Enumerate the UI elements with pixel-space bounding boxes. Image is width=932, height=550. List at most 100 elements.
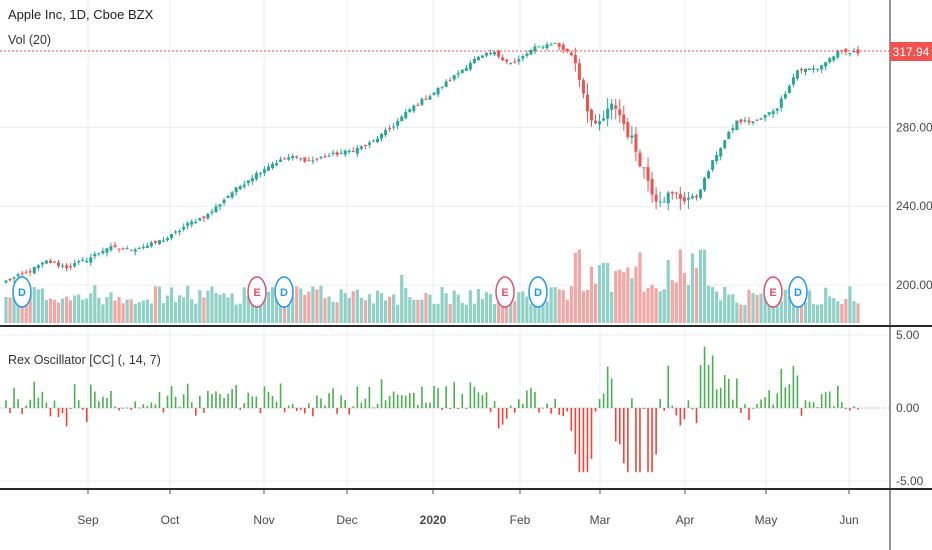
candle-body [557, 43, 561, 47]
oscillator-bar [388, 396, 391, 408]
volume-bar [464, 304, 468, 323]
volume-bar [266, 291, 271, 323]
candle-body [335, 152, 339, 155]
dividend-marker-label: D [280, 287, 288, 299]
candle-body [52, 261, 56, 263]
oscillator-bar [178, 406, 181, 408]
candle-body [161, 240, 165, 242]
volume-bar [549, 287, 553, 323]
oscillator-bar [299, 408, 302, 410]
candle-body [222, 199, 226, 203]
candle-body [485, 53, 489, 56]
candle-body [505, 59, 509, 62]
oscillator-bar [719, 387, 722, 408]
oscillator-bar [853, 406, 855, 408]
candle-body [468, 63, 472, 70]
candle-body [650, 179, 654, 195]
volume-bar [274, 286, 279, 323]
oscillator-bar [635, 408, 637, 473]
oscillator-bar [457, 408, 460, 409]
oscillator-bar [89, 384, 92, 408]
volume-bar [509, 298, 513, 323]
oscillator-bar [364, 398, 367, 408]
candle-body [553, 42, 557, 44]
volume-bar [375, 290, 380, 323]
volume-bar [4, 297, 8, 323]
volume-bar [501, 293, 505, 323]
volume-bar [719, 300, 723, 323]
oscillator-bar [223, 398, 225, 408]
volume-bar [432, 303, 436, 323]
volume-bar [630, 278, 634, 323]
candle-body [735, 120, 739, 130]
candle-body [238, 186, 242, 190]
candle-body [670, 191, 674, 194]
candle-body [812, 68, 816, 70]
candle-body [157, 240, 161, 245]
oscillator-bar [85, 408, 88, 423]
volume-bar [492, 304, 497, 323]
candle-body [303, 157, 307, 162]
volume-bar [383, 300, 388, 323]
volume-bar [690, 253, 695, 323]
candle-body [101, 251, 105, 254]
volume-bar [593, 283, 598, 323]
volume-bar [715, 291, 719, 323]
candle-body [828, 58, 832, 63]
candle-body [109, 246, 113, 251]
volume-bar [254, 293, 258, 323]
volume-bar [775, 299, 779, 323]
oscillator-bar [493, 401, 496, 408]
volume-bar [646, 287, 650, 323]
oscillator-bar [509, 405, 512, 408]
candle-body [234, 187, 238, 193]
oscillator-bar [639, 408, 641, 473]
volume-bar [149, 303, 153, 323]
oscillator-bar [433, 385, 435, 408]
candle-body [731, 128, 735, 131]
candle-body [279, 159, 283, 162]
candle-body [440, 86, 444, 88]
oscillator-bar [190, 402, 193, 408]
oscillator-bar [122, 407, 124, 409]
earnings-marker-label: E [501, 287, 508, 299]
candle-body [85, 261, 89, 263]
volume-bar [202, 297, 206, 323]
volume-bar [117, 296, 121, 323]
oscillator-bar [324, 405, 326, 408]
candle-body [246, 180, 250, 184]
oscillator-bar [207, 390, 209, 408]
candle-body [262, 169, 266, 173]
candle-body [577, 63, 581, 80]
volume-bar [597, 265, 602, 323]
volume-bar [242, 287, 246, 323]
volume-bar [468, 290, 472, 323]
candle-body [113, 245, 117, 247]
candle-body [779, 98, 783, 108]
oscillator-bar [231, 389, 233, 408]
volume-bar [396, 304, 400, 323]
candle-body [719, 148, 723, 157]
candle-body [311, 160, 315, 162]
price-tick-label: 240.00 [896, 199, 932, 213]
candle-body [581, 80, 585, 94]
volume-bar [521, 291, 525, 323]
candle-body [359, 146, 363, 149]
candle-body [569, 52, 573, 56]
oscillator-bar [380, 379, 383, 408]
candle-body [291, 156, 295, 159]
volume-bar [52, 299, 57, 323]
oscillator-bar [255, 396, 258, 408]
time-tick-label: Oct [161, 513, 180, 527]
earnings-marker-label: E [253, 287, 260, 299]
oscillator-bar [33, 381, 36, 408]
volume-bar [101, 304, 105, 323]
candle-body [4, 280, 8, 283]
oscillator-bar [449, 408, 451, 409]
volume-bar [444, 293, 448, 323]
volume-bar [359, 297, 363, 323]
volume-bar [424, 293, 428, 323]
oscillator-bar [522, 403, 524, 408]
